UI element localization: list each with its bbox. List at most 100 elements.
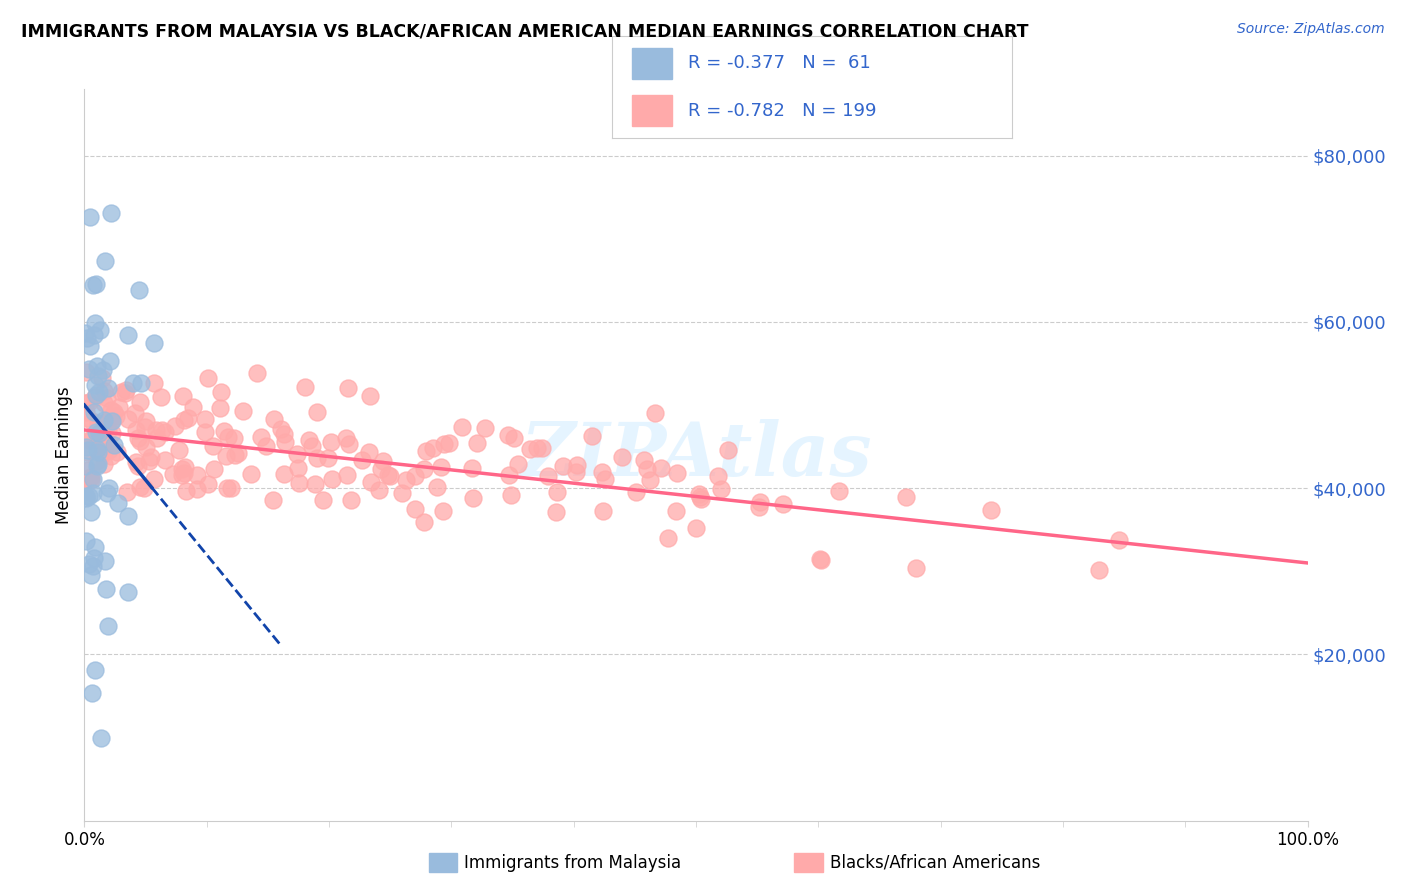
- Point: [75, 396, 97, 410]
- Point: [170, 467, 193, 482]
- Point: [103, 404, 125, 418]
- Point: [273, 467, 295, 482]
- Point: [84, 317, 107, 331]
- Point: [546, 484, 568, 499]
- Point: [465, 436, 488, 450]
- Point: [75, 410, 97, 425]
- Text: Immigrants from Malaysia: Immigrants from Malaysia: [464, 854, 681, 871]
- Point: [115, 383, 138, 397]
- Point: [79, 471, 101, 485]
- Point: [122, 376, 145, 390]
- Point: [474, 421, 496, 435]
- Point: [84, 425, 107, 439]
- Point: [172, 388, 194, 402]
- Point: [93, 384, 115, 399]
- Point: [80, 473, 103, 487]
- Point: [644, 406, 666, 420]
- Point: [808, 552, 831, 566]
- Point: [688, 487, 710, 501]
- Point: [131, 376, 153, 390]
- Point: [96, 486, 118, 500]
- Point: [75, 489, 97, 503]
- Point: [209, 401, 232, 416]
- Point: [181, 400, 204, 414]
- Point: [89, 323, 111, 337]
- Point: [83, 551, 105, 566]
- Point: [127, 431, 149, 445]
- Point: [124, 406, 146, 420]
- Point: [305, 451, 328, 466]
- Point: [79, 210, 101, 224]
- Point: [508, 458, 530, 472]
- Point: [110, 384, 132, 399]
- Point: [143, 336, 166, 351]
- Point: [150, 423, 173, 437]
- Point: [263, 411, 285, 425]
- Point: [77, 434, 100, 448]
- Point: [394, 473, 416, 487]
- Point: [437, 435, 460, 450]
- Point: [125, 455, 148, 469]
- Point: [93, 254, 115, 268]
- Point: [83, 390, 105, 404]
- Point: [215, 449, 238, 463]
- Point: [108, 400, 131, 414]
- Point: [80, 567, 103, 582]
- Point: [219, 481, 242, 495]
- Point: [217, 481, 239, 495]
- Point: [980, 502, 1002, 516]
- Point: [75, 491, 97, 505]
- Point: [592, 504, 614, 518]
- Point: [114, 386, 136, 401]
- Point: [127, 458, 149, 473]
- Point: [105, 444, 128, 458]
- Point: [321, 472, 343, 486]
- Point: [519, 442, 541, 457]
- Point: [83, 377, 105, 392]
- Point: [75, 440, 97, 454]
- Point: [551, 458, 574, 473]
- Bar: [631, 48, 672, 78]
- Point: [135, 414, 157, 428]
- Point: [565, 465, 588, 479]
- Point: [134, 419, 156, 434]
- Point: [82, 432, 104, 446]
- Point: [209, 385, 232, 400]
- Point: [212, 424, 235, 438]
- Point: [717, 443, 740, 458]
- Point: [633, 453, 655, 467]
- Text: R = -0.377   N =  61: R = -0.377 N = 61: [688, 54, 870, 72]
- Text: IMMIGRANTS FROM MALAYSIA VS BLACK/AFRICAN AMERICAN MEDIAN EARNINGS CORRELATION C: IMMIGRANTS FROM MALAYSIA VS BLACK/AFRICA…: [21, 22, 1029, 40]
- Point: [710, 483, 733, 497]
- Point: [87, 369, 110, 384]
- Point: [224, 449, 246, 463]
- Point: [169, 443, 191, 458]
- Point: [298, 433, 321, 447]
- Point: [82, 686, 104, 700]
- Point: [86, 458, 108, 473]
- Point: [1108, 533, 1130, 548]
- Point: [97, 381, 120, 395]
- Point: [76, 330, 98, 344]
- Point: [463, 491, 485, 505]
- Point: [101, 414, 124, 428]
- Point: [77, 394, 100, 409]
- Point: [194, 425, 217, 439]
- Point: [77, 557, 100, 571]
- Point: [139, 450, 162, 464]
- Point: [145, 431, 167, 445]
- Text: ZIPAtlas: ZIPAtlas: [520, 418, 872, 491]
- Point: [359, 389, 381, 403]
- Point: [666, 466, 689, 480]
- Point: [103, 438, 125, 452]
- Point: [82, 559, 104, 574]
- Point: [197, 370, 219, 384]
- Point: [87, 425, 110, 440]
- Point: [117, 508, 139, 523]
- Point: [337, 437, 360, 451]
- Point: [593, 472, 616, 486]
- Point: [707, 468, 730, 483]
- Point: [94, 553, 117, 567]
- Point: [149, 390, 172, 404]
- Point: [544, 505, 567, 519]
